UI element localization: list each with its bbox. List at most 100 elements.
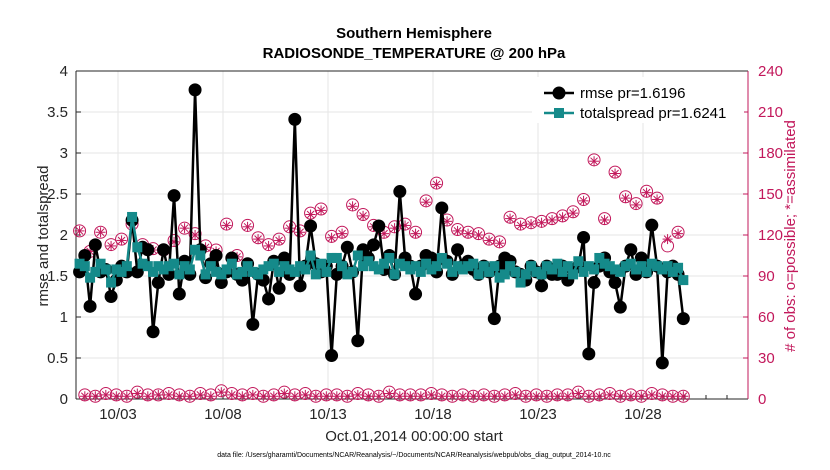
assimilated-obs-marker: [268, 391, 279, 402]
assimilated-obs-marker: [463, 228, 474, 239]
asterisk-stroke: [532, 392, 541, 401]
assimilated-obs-marker: [363, 391, 374, 402]
totalspread-point: [610, 264, 621, 275]
rmse-point: [151, 276, 165, 290]
assimilated-obs-marker: [184, 391, 195, 402]
asterisk-stroke: [611, 169, 619, 178]
assimilated-obs-marker: [583, 391, 594, 402]
totalspread-point: [452, 261, 463, 272]
asterisk-stroke: [590, 157, 598, 166]
asterisk-stroke: [647, 391, 656, 399]
totalspread-point: [568, 269, 579, 280]
totalspread-point: [662, 261, 673, 272]
totalspread-point: [562, 261, 573, 272]
assimilated-obs-marker: [116, 235, 127, 246]
assimilated-obs-marker: [615, 391, 626, 402]
totalspread-point: [447, 266, 458, 277]
assimilated-obs-marker: [263, 240, 274, 251]
totalspread-point: [263, 261, 274, 272]
assimilated-obs-marker: [410, 228, 421, 239]
totalspread-point: [652, 261, 663, 272]
rmse-point: [167, 189, 181, 203]
assimilated-obs-marker: [142, 391, 153, 402]
totalspread-point: [337, 261, 348, 272]
asterisk-stroke: [600, 216, 609, 224]
asterisk-stroke: [269, 392, 278, 401]
totalspread-point: [373, 264, 384, 275]
asterisk-stroke: [448, 392, 457, 401]
asterisk-stroke: [416, 392, 425, 401]
asterisk-stroke: [154, 391, 163, 399]
assimilated-obs-marker: [468, 391, 479, 402]
totalspread-point: [620, 261, 631, 272]
rmse-point: [88, 238, 102, 252]
asterisk-stroke: [574, 389, 583, 398]
asterisk-stroke: [406, 392, 415, 401]
legend-spread-label: totalspread pr=1.6241: [580, 105, 726, 122]
totalspread-point: [636, 261, 647, 272]
assimilated-obs-marker: [494, 238, 505, 249]
y-tick-label-left: 0.5: [47, 350, 68, 367]
asterisk-stroke: [380, 229, 388, 238]
asterisk-stroke: [238, 392, 247, 401]
asterisk-stroke: [458, 392, 467, 401]
asterisk-stroke: [490, 392, 499, 401]
assimilated-obs-marker: [289, 391, 300, 402]
asterisk-stroke: [175, 392, 184, 401]
assimilated-obs-marker: [216, 387, 227, 398]
assimilated-obs-marker: [662, 234, 673, 245]
totalspread-point: [163, 261, 174, 272]
asterisk-stroke: [222, 221, 231, 230]
totalspread-point: [111, 264, 122, 275]
y-tick-label-left: 2: [60, 227, 68, 244]
asterisk-stroke: [658, 392, 667, 401]
asterisk-stroke: [91, 392, 100, 401]
rmse-point: [172, 287, 186, 301]
totalspread-point: [631, 264, 642, 275]
asterisk-stroke: [579, 196, 588, 205]
y-tick-label-right: 150: [758, 186, 783, 203]
rmse-point: [645, 218, 659, 232]
x-tick-label: 10/28: [624, 406, 662, 423]
asterisk-stroke: [306, 210, 315, 219]
x-tick-label: 10/23: [519, 406, 557, 423]
asterisk-stroke: [122, 392, 131, 401]
assimilated-obs-marker: [74, 225, 85, 236]
asterisk-stroke: [485, 236, 493, 245]
assimilated-obs-marker: [562, 391, 573, 402]
asterisk-stroke: [353, 391, 362, 399]
totalspread-point: [310, 269, 321, 280]
totalspread-point: [379, 258, 390, 269]
asterisk-stroke: [495, 239, 504, 248]
totalspread-point: [463, 261, 474, 272]
asterisk-stroke: [427, 391, 436, 399]
asterisk-stroke: [548, 216, 556, 224]
assimilated-obs-marker: [489, 391, 500, 402]
totalspread-point: [358, 261, 369, 272]
rmse-point: [351, 334, 365, 348]
totalspread-point: [274, 266, 285, 277]
rmse-point: [141, 243, 155, 257]
legend-spread-marker: [554, 108, 564, 118]
assimilated-obs-marker: [100, 389, 111, 400]
assimilated-obs-marker: [347, 201, 358, 212]
totalspread-point: [221, 264, 232, 275]
assimilated-obs-marker: [457, 391, 468, 402]
totalspread-point: [295, 261, 306, 272]
assimilated-obs-marker: [641, 187, 652, 198]
assimilated-obs-marker: [499, 391, 510, 402]
totalspread-point: [578, 266, 589, 277]
rmse-point: [409, 287, 423, 301]
totalspread-point: [415, 266, 426, 277]
rmse-point: [188, 83, 202, 97]
assimilated-obs-marker: [531, 391, 542, 402]
totalspread-point: [541, 261, 552, 272]
assimilated-obs-marker: [352, 389, 363, 400]
totalspread-point: [557, 266, 568, 277]
totalspread-point: [95, 258, 106, 269]
asterisk-stroke: [343, 392, 352, 401]
rmse-point: [325, 349, 339, 363]
asterisk-stroke: [332, 392, 341, 401]
rmse-point: [608, 276, 622, 290]
totalspread-point: [436, 252, 447, 263]
